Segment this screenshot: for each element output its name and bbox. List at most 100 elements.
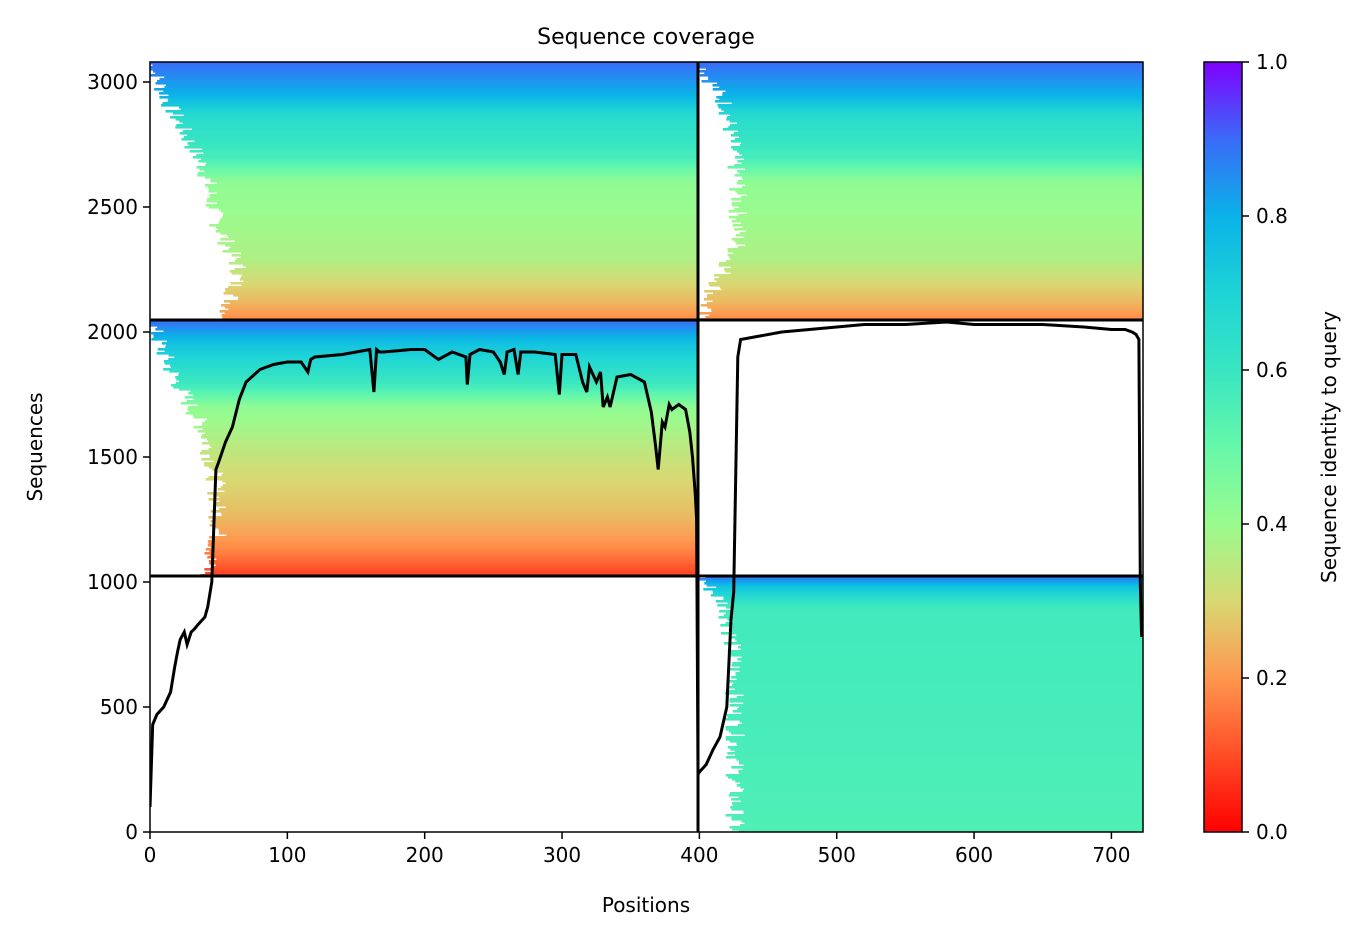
heatmap-strip	[747, 194, 1143, 197]
x-axis-ticks: 0 100 200 300 400 500 600 700	[144, 832, 1131, 867]
heatmap-strip	[204, 552, 698, 555]
heatmap-strip	[219, 310, 698, 313]
heatmap-strip	[716, 96, 1143, 99]
heatmap-strip	[216, 192, 698, 195]
heatmap-strip	[187, 408, 698, 411]
y-tick-label: 3000	[87, 70, 138, 94]
heatmap-strip	[744, 788, 1143, 791]
heatmap-strip	[234, 260, 698, 263]
heatmap-strip	[740, 800, 1143, 803]
heatmap-strip	[736, 742, 1143, 745]
heatmap-strip	[735, 218, 1143, 221]
x-axis-label: Positions	[602, 893, 690, 917]
heatmap-strip	[740, 786, 1143, 789]
heatmap-strip	[743, 694, 1143, 697]
heatmap-strip	[736, 678, 1143, 681]
heatmap-strip	[737, 658, 1143, 661]
heatmap-strip	[210, 546, 698, 549]
heatmap-strip	[199, 168, 699, 171]
heatmap-strip	[207, 540, 699, 543]
heatmap-strip	[181, 402, 698, 405]
heatmap-strip	[744, 822, 1143, 825]
heatmap-strip	[152, 64, 698, 67]
heatmap-strip	[734, 174, 1143, 177]
heatmap-strip	[213, 494, 698, 497]
heatmap-strip	[203, 152, 699, 155]
heatmap-strip	[731, 676, 1143, 679]
heatmap-strip	[736, 634, 1143, 637]
heatmap-strip	[737, 170, 1143, 173]
heatmap-strip	[722, 94, 1143, 97]
heatmap-strip	[211, 570, 698, 573]
heatmap-strip	[241, 276, 698, 279]
heatmap-strip	[218, 208, 698, 211]
heatmap-strip	[715, 100, 1143, 103]
heatmap-strip	[734, 688, 1143, 691]
heatmap-strip	[703, 298, 1143, 301]
heatmap-strip	[732, 804, 1143, 807]
heatmap-strip	[729, 730, 1143, 733]
heatmap-strip	[183, 136, 699, 139]
heatmap-strip	[699, 312, 1143, 315]
y-tick-label: 2500	[87, 195, 138, 219]
heatmap-strip	[225, 290, 698, 293]
heatmap-strip	[739, 232, 1143, 235]
heatmap-strip	[704, 290, 1143, 293]
heatmap-strip	[729, 700, 1143, 703]
heatmap-strip	[209, 554, 699, 557]
heatmap-strip	[243, 280, 699, 283]
heatmap-strip	[743, 810, 1143, 813]
heatmap-strip	[735, 138, 1143, 141]
colorbar-tick-label: 0.8	[1256, 204, 1288, 228]
heatmap-strip	[178, 374, 699, 377]
heatmap-strip	[744, 236, 1143, 239]
heatmap-strip	[731, 102, 1143, 105]
heatmap-strip	[735, 674, 1143, 677]
heatmap-strip	[732, 224, 1143, 227]
heatmap-strip	[704, 582, 1143, 585]
heatmap-strip	[209, 456, 698, 459]
heatmap-block-top-right	[698, 62, 1143, 321]
heatmap-strip	[201, 434, 698, 437]
heatmap-strip	[214, 502, 698, 505]
heatmap-strip	[698, 578, 1143, 581]
heatmap-strip	[731, 202, 1143, 205]
heatmap-strip	[740, 648, 1143, 651]
heatmap-strip	[718, 106, 1143, 109]
heatmap-strip	[176, 124, 699, 127]
heatmap-strip	[189, 150, 698, 153]
heatmap-strip	[708, 78, 1143, 81]
heatmap-strip	[703, 588, 1143, 591]
heatmap-strip	[725, 90, 1143, 93]
heatmap-strip	[207, 544, 699, 547]
heatmap-strip	[725, 726, 1143, 729]
heatmap-strip	[204, 176, 698, 179]
x-tick-label: 100	[268, 843, 306, 867]
heatmap-strip	[157, 348, 699, 351]
heatmap-strip	[741, 162, 1143, 165]
heatmap-strip	[741, 154, 1143, 157]
heatmap-strip	[727, 668, 1143, 671]
heatmap-strip	[226, 234, 698, 237]
heatmap-strip	[208, 448, 698, 451]
heatmap-strip	[731, 732, 1143, 735]
heatmap-strip	[221, 512, 698, 515]
heatmap-strip	[712, 592, 1143, 595]
heatmap-strip	[740, 782, 1143, 785]
heatmap-strip	[725, 814, 1143, 817]
heatmap-strip	[731, 798, 1143, 801]
heatmap-strip	[711, 308, 1143, 311]
heatmap-strip	[728, 794, 1143, 797]
heatmap-strip	[217, 228, 698, 231]
heatmap-strip	[214, 522, 699, 525]
heatmap-strip	[727, 116, 1143, 119]
heatmap-strip	[165, 84, 698, 87]
heatmap-strip	[208, 440, 698, 443]
heatmap-strip	[205, 184, 698, 187]
heatmap-strip	[737, 150, 1143, 153]
heatmap-strip	[169, 370, 699, 373]
heatmap-strip	[210, 180, 699, 183]
heatmap-strip	[731, 818, 1143, 821]
heatmap-strip	[150, 322, 698, 325]
